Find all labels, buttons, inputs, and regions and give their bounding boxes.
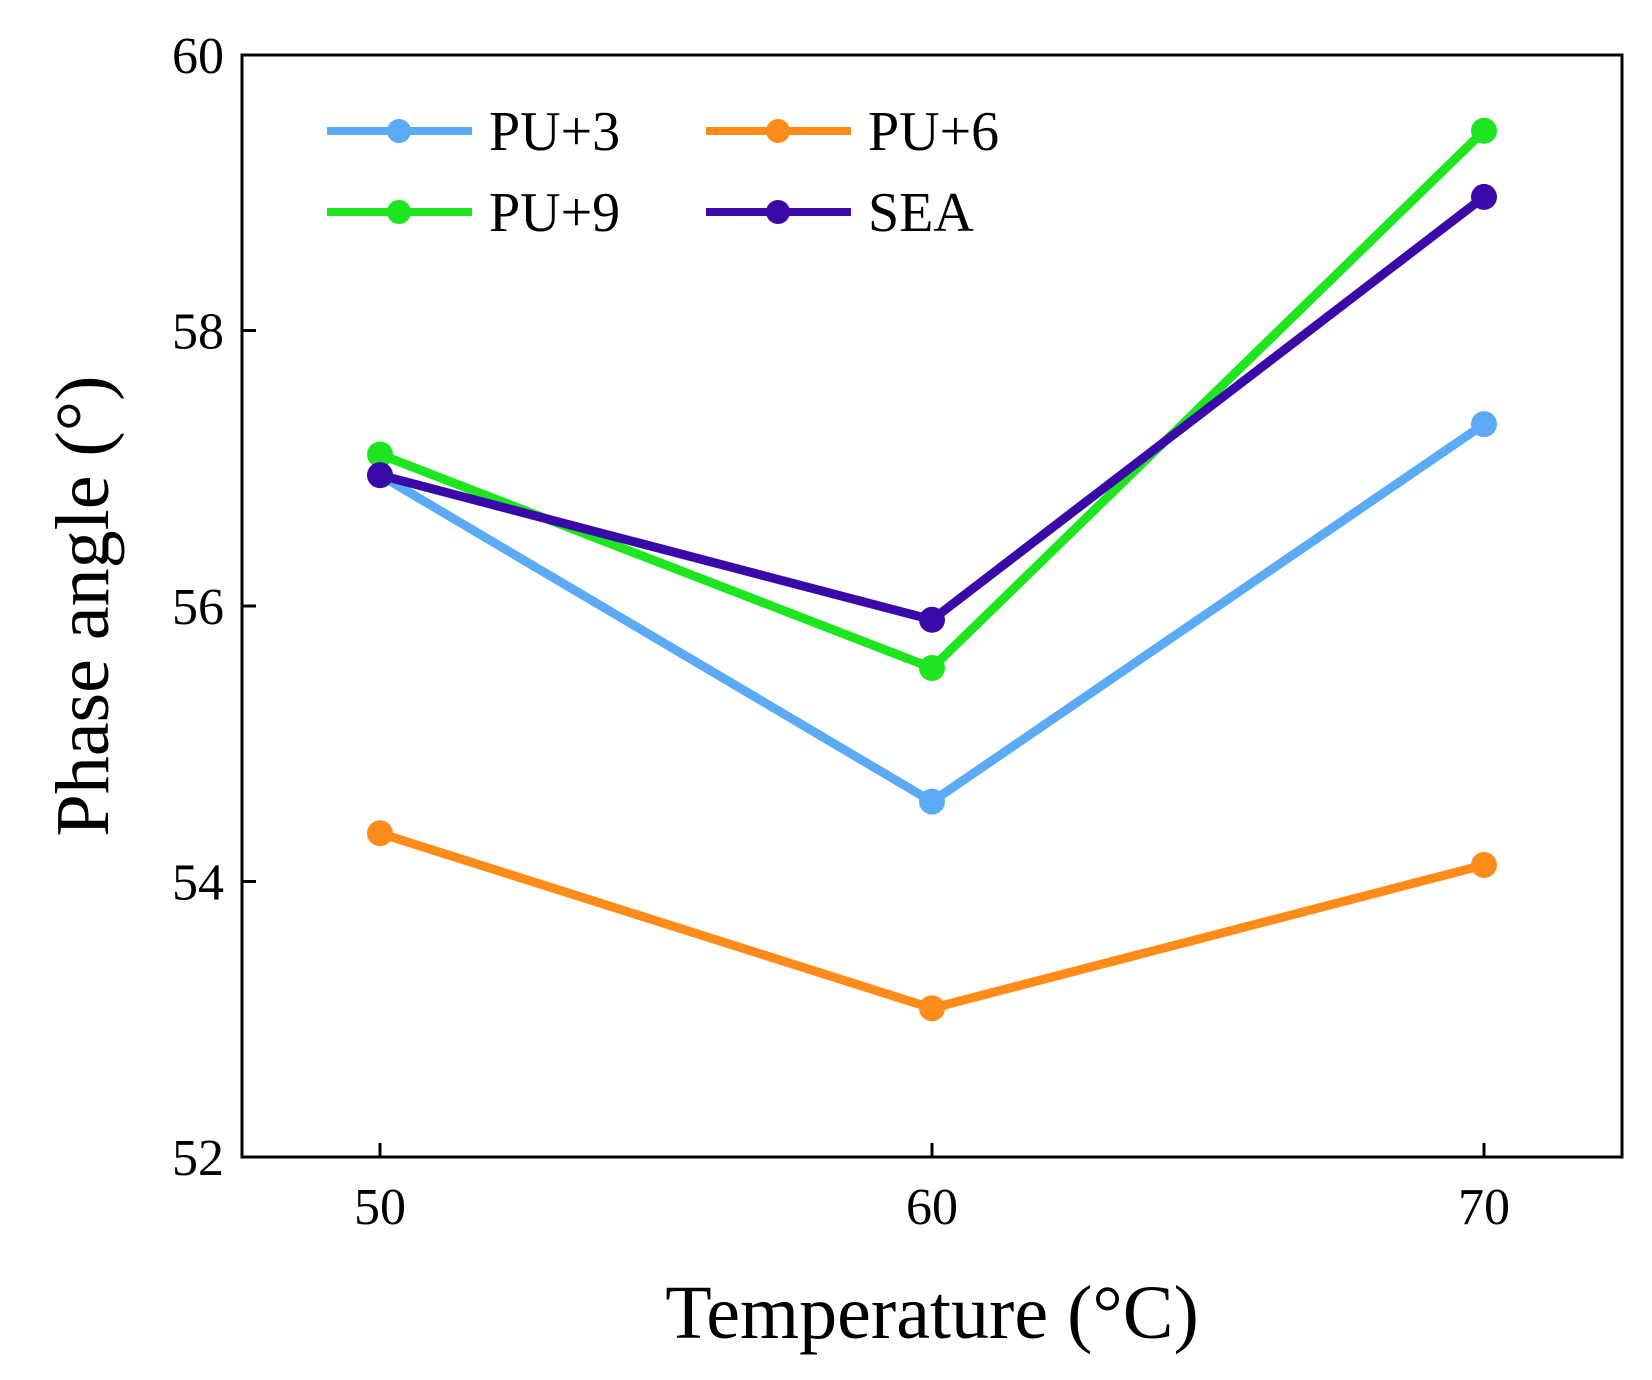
legend-item-sea: SEA	[706, 182, 974, 244]
data-point-pu-3	[919, 788, 945, 815]
series-sea	[367, 183, 1497, 633]
y-axis-title: Phase angle (°)	[41, 376, 125, 837]
data-point-sea	[367, 462, 393, 489]
y-tick-label: 58	[172, 304, 224, 361]
x-tick-label: 50	[354, 1179, 406, 1236]
data-point-pu-6	[1471, 851, 1497, 878]
data-point-sea	[919, 606, 945, 633]
legend-label: PU+9	[489, 182, 620, 244]
legend: PU+3 PU+6 PU+9 SEA	[327, 101, 999, 244]
legend-label: PU+3	[489, 101, 620, 163]
x-axis-title: Temperature (°C)	[665, 1271, 1199, 1355]
y-tick-label: 56	[172, 579, 224, 636]
series-line-sea	[375, 192, 1489, 625]
series-group	[367, 117, 1497, 1022]
data-point-pu-6	[367, 820, 393, 847]
x-tick-label: 60	[906, 1179, 958, 1236]
legend-label: PU+6	[868, 101, 999, 163]
series-line-pu-6	[375, 828, 1489, 1013]
data-point-pu-9	[367, 441, 393, 468]
y-tick-label: 54	[172, 855, 224, 912]
y-tick-label: 52	[172, 1130, 224, 1187]
data-point-pu-6	[919, 995, 945, 1022]
data-point-pu-9	[1471, 117, 1497, 144]
legend-swatch-marker	[766, 200, 790, 224]
x-tick-label: 70	[1458, 1179, 1510, 1236]
legend-item-pu-6: PU+6	[706, 101, 999, 163]
legend-item-pu-9: PU+9	[327, 182, 620, 244]
data-point-pu-3	[1471, 411, 1497, 438]
legend-item-pu-3: PU+3	[327, 101, 620, 163]
data-point-sea	[1471, 183, 1497, 210]
y-tick-label: 60	[172, 28, 224, 85]
legend-label: SEA	[868, 182, 974, 244]
axes: 52 54 56 58 60 50 60 70	[172, 28, 1624, 1236]
legend-swatch-marker	[387, 119, 411, 143]
legend-swatch-marker	[766, 119, 790, 143]
series-pu-6	[367, 820, 1497, 1022]
data-point-pu-9	[919, 654, 945, 681]
legend-swatch-marker	[387, 200, 411, 224]
